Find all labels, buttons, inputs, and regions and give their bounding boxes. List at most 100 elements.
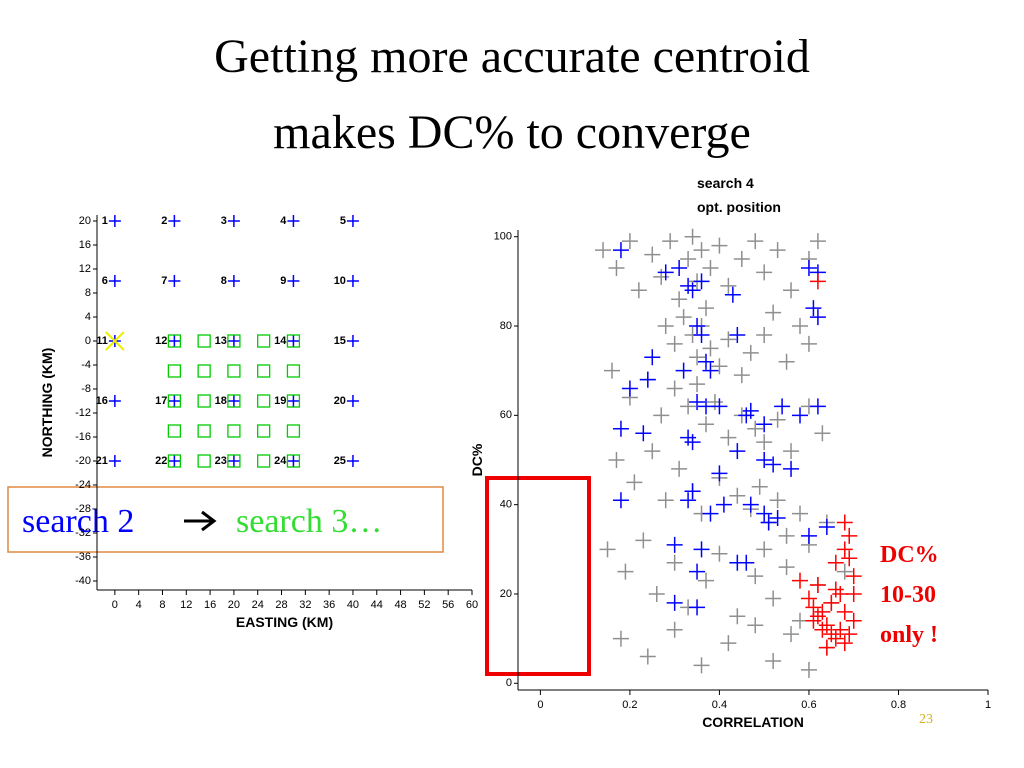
y-tick-label: -12: [75, 407, 91, 419]
plus-marker: [680, 251, 697, 268]
plus-marker: [689, 318, 706, 335]
plus-marker: [693, 541, 710, 558]
plus-marker: [666, 594, 683, 611]
legend-entry: search 4: [697, 175, 754, 191]
square-marker: [227, 364, 241, 378]
plus-marker: [657, 492, 674, 509]
plus-marker: [702, 362, 719, 379]
plus-marker: [827, 554, 844, 571]
plus-marker: [845, 585, 862, 602]
point-label: 10: [334, 275, 346, 287]
plus-marker: [612, 420, 629, 437]
square-marker: [227, 394, 241, 408]
plus-marker: [287, 335, 300, 347]
x-tick-label: 0.4: [712, 699, 727, 711]
plus-marker: [720, 277, 737, 294]
point-label: 24: [274, 455, 287, 467]
square-marker: [197, 334, 211, 348]
plus-marker: [769, 411, 786, 428]
plus-marker: [742, 344, 759, 361]
plus-marker: [747, 233, 764, 250]
callout-arrow: [184, 510, 217, 532]
x-axis-title: EASTING (KM): [236, 614, 333, 630]
plus-marker: [635, 425, 652, 442]
plus-marker: [792, 318, 808, 335]
plus-marker: [698, 416, 714, 433]
square-marker: [167, 394, 182, 408]
plus-marker: [720, 429, 737, 446]
plus-marker: [621, 380, 638, 397]
x-tick-label: 1: [985, 699, 991, 711]
plus-marker: [818, 639, 835, 656]
x-marker: [105, 331, 125, 351]
plus-marker: [742, 402, 759, 419]
plus-marker: [738, 407, 755, 424]
plus-marker: [684, 483, 701, 500]
plus-marker: [769, 492, 786, 509]
point-label: 13: [215, 335, 227, 347]
plus-marker: [227, 335, 240, 347]
x-tick-label: 28: [275, 599, 287, 611]
plus-marker: [841, 550, 858, 567]
plus-marker: [792, 612, 808, 629]
square-marker: [257, 424, 271, 438]
plus-marker: [809, 398, 826, 415]
point-label: 3: [221, 215, 227, 227]
point-label: 25: [334, 455, 346, 467]
plus-marker: [836, 603, 853, 620]
plus-marker: [227, 215, 240, 227]
square-marker: [286, 394, 301, 408]
plus-marker: [666, 380, 683, 397]
point-label: 17: [155, 395, 167, 407]
callout-to: search 3…: [236, 503, 382, 540]
y-tick-label: 40: [500, 499, 512, 511]
plus-marker: [800, 661, 817, 678]
plus-marker: [845, 568, 862, 585]
plus-marker: [671, 460, 688, 477]
plus-marker: [809, 608, 826, 625]
plus-marker: [769, 242, 786, 259]
plus-marker: [756, 434, 773, 451]
plus-marker: [809, 233, 826, 250]
plus-marker: [346, 455, 359, 467]
plus-marker: [805, 612, 822, 629]
annotation: only !: [880, 622, 938, 648]
plus-marker: [689, 376, 706, 393]
plus-marker: [765, 456, 782, 473]
plus-marker: [836, 541, 853, 558]
plus-marker: [783, 626, 800, 643]
plus-marker: [671, 291, 688, 308]
x-tick-label: 12: [180, 599, 192, 611]
x-tick-label: 44: [371, 599, 383, 611]
square-marker: [257, 334, 271, 348]
x-tick-label: 4: [136, 599, 142, 611]
plus-marker: [666, 621, 683, 638]
y-tick-label: -24: [75, 479, 91, 491]
plus-marker: [760, 514, 777, 531]
plus-marker: [778, 559, 795, 576]
plus-marker: [689, 599, 706, 616]
square-marker: [227, 424, 241, 438]
plus-marker: [778, 527, 795, 544]
plus-marker: [599, 541, 616, 558]
x-tick-label: 36: [323, 599, 335, 611]
point-label: 23: [215, 455, 227, 467]
plus-marker: [823, 594, 840, 611]
plus-marker: [698, 398, 714, 415]
plus-marker: [769, 510, 786, 527]
y-tick-label: 20: [500, 588, 512, 600]
x-tick-label: 32: [299, 599, 311, 611]
plus-marker: [108, 215, 121, 227]
point-label: 6: [102, 275, 108, 287]
plus-marker: [836, 514, 853, 531]
square-marker: [286, 364, 301, 378]
plus-marker: [818, 518, 835, 535]
plus-marker: [693, 326, 710, 343]
plus-marker: [814, 425, 831, 442]
annotation: 10-30: [880, 582, 936, 608]
y-tick-label: 80: [500, 320, 512, 332]
plus-marker: [595, 242, 612, 259]
plus-marker: [346, 335, 359, 347]
square-marker: [167, 364, 182, 378]
